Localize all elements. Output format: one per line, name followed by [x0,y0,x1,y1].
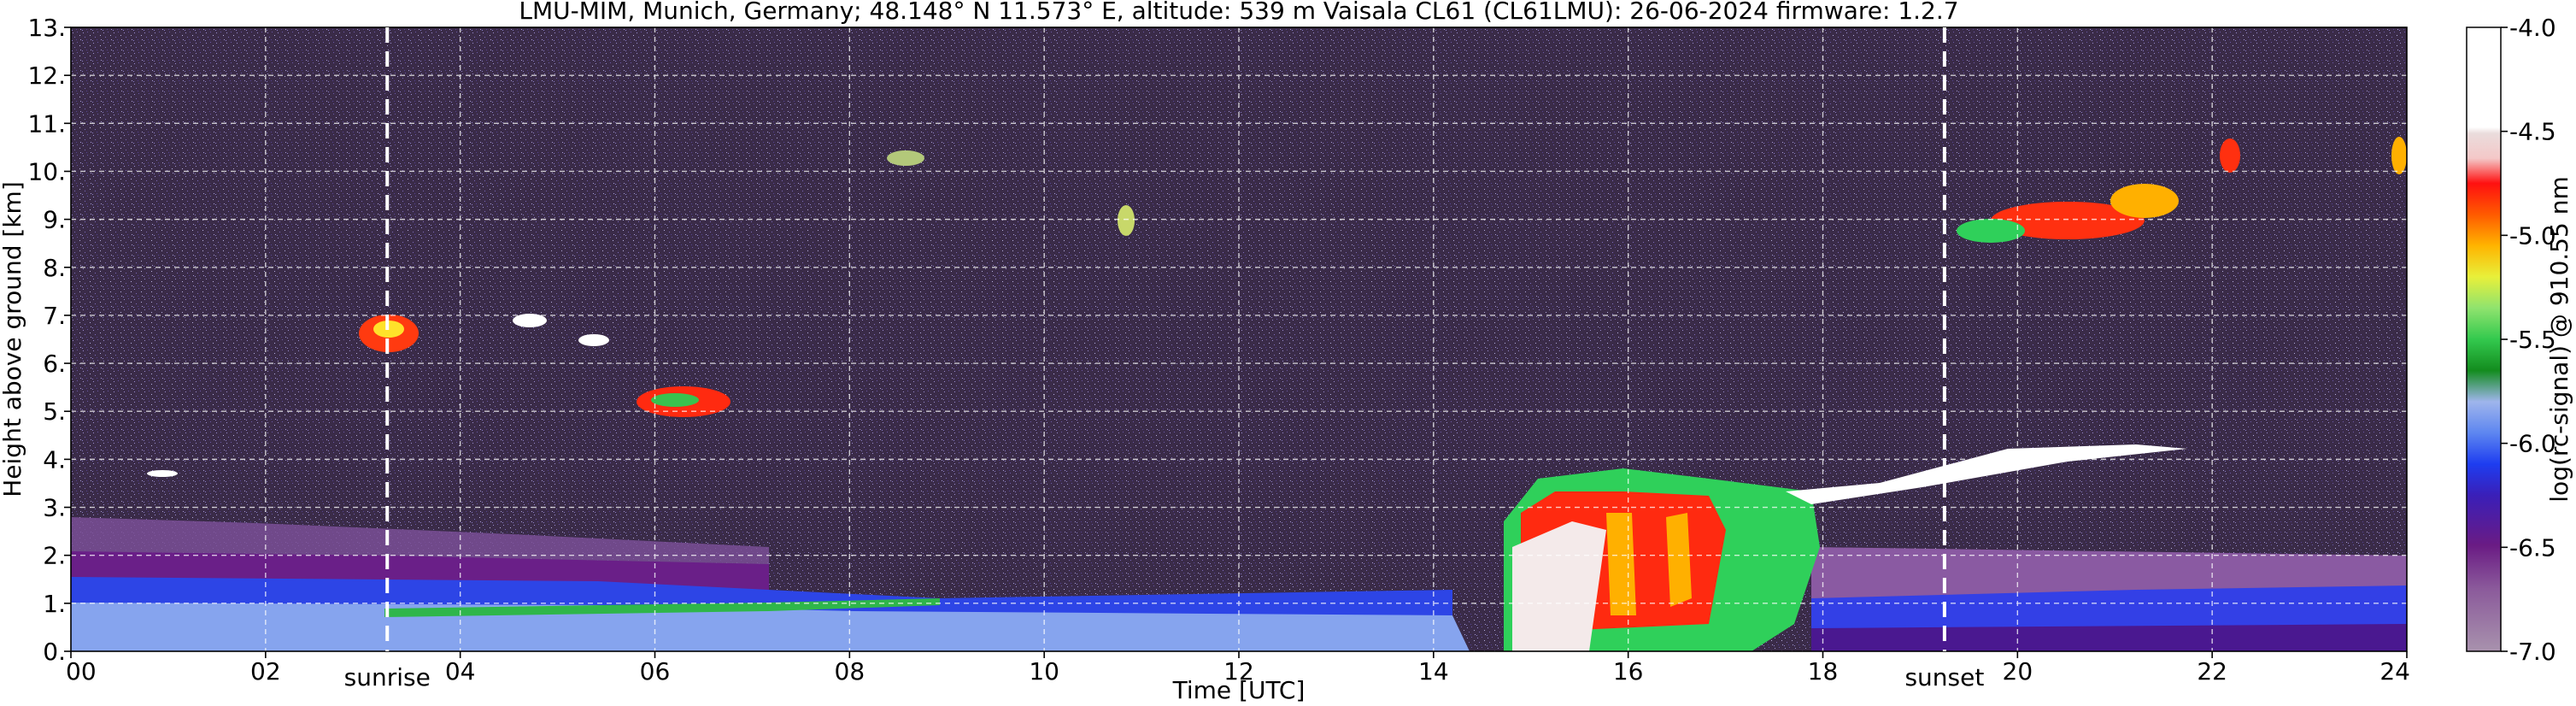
colorbar-tick-label: -4.5 [2509,118,2556,146]
cirrus-0900 [887,150,924,166]
evening-layer-magenta [1811,624,2407,651]
grid-lines [71,27,2407,651]
cloud-patch-0530 [578,334,609,346]
x-tick-label: 10 [1029,657,1059,685]
y-tick-label: 11. [27,109,66,138]
sun-marker-label: sunset [1904,663,1984,691]
colorbar-tick-label: -7.0 [2509,638,2556,666]
y-tick-label: 10. [27,157,66,185]
x-tick-label: 20 [2003,657,2033,685]
y-tick-label: 1. [43,590,66,618]
colorbar-tick-label: -5.5 [2509,326,2556,354]
colorbar-tick-label: -6.5 [2509,533,2556,562]
y-tick-label: 9. [43,206,66,234]
x-axis-label: Time [UTC] [1172,676,1306,704]
y-tick-label: 13. [27,14,66,42]
y-tick-label: 8. [43,254,66,282]
cirrus-evening-3 [1957,219,2025,243]
cloud-patch-0430 [513,314,547,327]
sun-markers: sunrise sunset [344,27,1984,691]
colorbar-tick-label: -5.0 [2509,221,2556,250]
y-tick-label: 0. [43,638,66,666]
colorbar-label: log(rc-signal) @ 910.55 nm [2545,176,2573,502]
x-tick-label: 18 [1808,657,1839,685]
cirrus-evening-1 [1991,202,2145,239]
y-tick-label: 5. [43,397,66,426]
colorbar-tick-label: -6.0 [2509,430,2556,458]
cirrus-evening-2 [2110,184,2179,218]
colorbar-scale [2466,26,2502,652]
chart-title: LMU-MIM, Munich, Germany; 48.148° N 11.5… [519,0,1958,25]
cirrus-evening-5 [2391,137,2407,174]
convective-cloud-yellow-2 [1666,513,1692,607]
x-tick-label: 16 [1613,657,1644,685]
sun-marker-label: sunrise [344,663,431,691]
y-tick-label: 12. [27,62,66,90]
colorbar-ticks: -7.0 -6.5 -6.0 -5.5 -5.0 -4.5 -4.0 [2501,14,2556,666]
x-tick-label: 22 [2197,657,2227,685]
y-tick-label: 4. [43,445,66,474]
colorbar-tick-label: -4.0 [2509,14,2556,42]
x-tick-label: 12 [1223,657,1254,685]
x-tick-label: 02 [250,657,281,685]
y-tick-label: 2. [43,542,66,570]
x-tick-label: 24 [2379,657,2410,685]
cirrus-1030 [1118,205,1135,236]
x-tick-label: 14 [1418,657,1449,685]
x-tick-label: 06 [640,657,671,685]
y-tick-label: 6. [43,350,66,378]
x-axis-ticks: 00 02 04 06 08 10 12 14 16 18 20 22 24 [66,651,2410,685]
y-axis-label: Height above ground [km] [0,181,26,497]
cloud-patch-early [147,470,178,477]
x-tick-label: 04 [445,657,476,685]
cloud-patch-0630-core [651,393,699,407]
colorbar: -7.0 -6.5 -6.0 -5.5 -5.0 -4.5 -4.0 log(rc-sign… [2466,14,2573,666]
cirrus-evening-4 [2220,138,2240,173]
convective-cloud-yellow [1606,513,1636,615]
x-tick-label: 00 [66,657,97,685]
y-tick-label: 7. [43,302,66,330]
surface-green-band [384,598,940,617]
y-axis-ticks: 0. 1. 2. 3. 4. 5. 6. 7. 8. 9. 10. 11. 12. 13. [27,14,71,666]
convective-cloud-white [1512,521,1606,651]
y-tick-label: 3. [43,494,66,522]
x-tick-label: 08 [835,657,866,685]
